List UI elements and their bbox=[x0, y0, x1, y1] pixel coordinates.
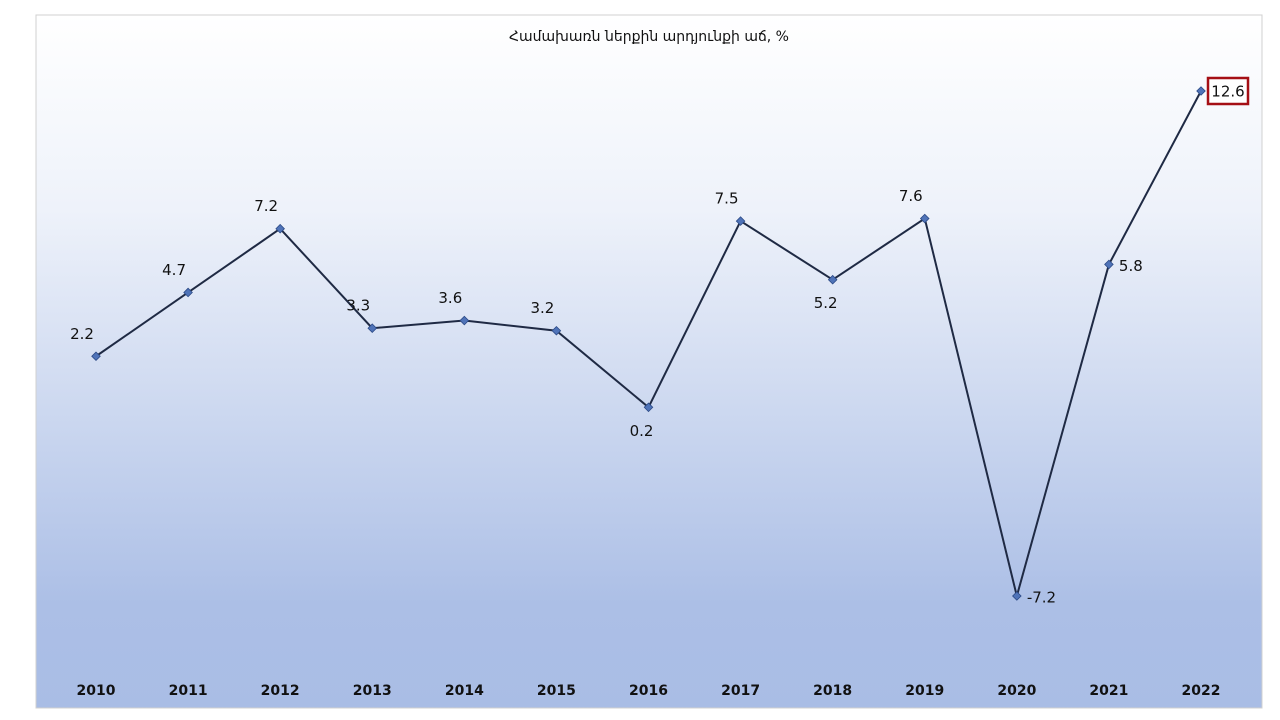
data-label: 7.2 bbox=[254, 197, 278, 215]
data-label: 5.8 bbox=[1119, 257, 1143, 275]
marker bbox=[551, 325, 562, 336]
data-label: 5.2 bbox=[814, 294, 838, 312]
data-label: 2.2 bbox=[70, 325, 94, 343]
x-tick-label: 2014 bbox=[445, 683, 484, 699]
x-tick-label: 2019 bbox=[905, 683, 944, 699]
marker bbox=[1196, 86, 1206, 96]
data-label: 4.7 bbox=[162, 261, 186, 279]
data-label: 12.6 bbox=[1211, 83, 1244, 101]
x-tick-label: 2011 bbox=[169, 683, 208, 699]
data-label: 3.6 bbox=[438, 289, 462, 307]
marker bbox=[183, 287, 193, 298]
marker bbox=[735, 216, 746, 226]
data-label: 7.6 bbox=[899, 187, 923, 205]
marker bbox=[275, 223, 285, 234]
x-tick-label: 2010 bbox=[77, 683, 116, 699]
x-tick-label: 2022 bbox=[1182, 683, 1221, 699]
marker bbox=[91, 351, 101, 362]
x-tick-label: 2018 bbox=[813, 683, 852, 699]
plot-area bbox=[35, 14, 1263, 709]
x-tick-label: 2013 bbox=[353, 683, 392, 699]
x-tick-label: 2015 bbox=[537, 683, 576, 699]
marker bbox=[1104, 259, 1114, 270]
x-tick-label: 2020 bbox=[997, 683, 1036, 699]
highlight-box bbox=[1206, 76, 1250, 106]
chart-title: Համախառն ներքին արդյունքի աճ, % bbox=[509, 29, 789, 45]
marker bbox=[827, 274, 838, 285]
data-label: 0.2 bbox=[630, 422, 654, 440]
data-label: 7.5 bbox=[715, 190, 739, 208]
x-tick-label: 2021 bbox=[1089, 683, 1128, 699]
marker bbox=[367, 323, 378, 334]
data-label: 3.3 bbox=[346, 297, 370, 315]
x-tick-label: 2016 bbox=[629, 683, 668, 699]
marker bbox=[919, 213, 930, 224]
x-tick-label: 2017 bbox=[721, 683, 760, 699]
marker bbox=[459, 315, 470, 326]
data-label: 3.2 bbox=[530, 299, 554, 317]
marker bbox=[1012, 591, 1022, 601]
data-label: -7.2 bbox=[1027, 589, 1056, 607]
x-tick-label: 2012 bbox=[261, 683, 300, 699]
marker bbox=[643, 402, 654, 413]
